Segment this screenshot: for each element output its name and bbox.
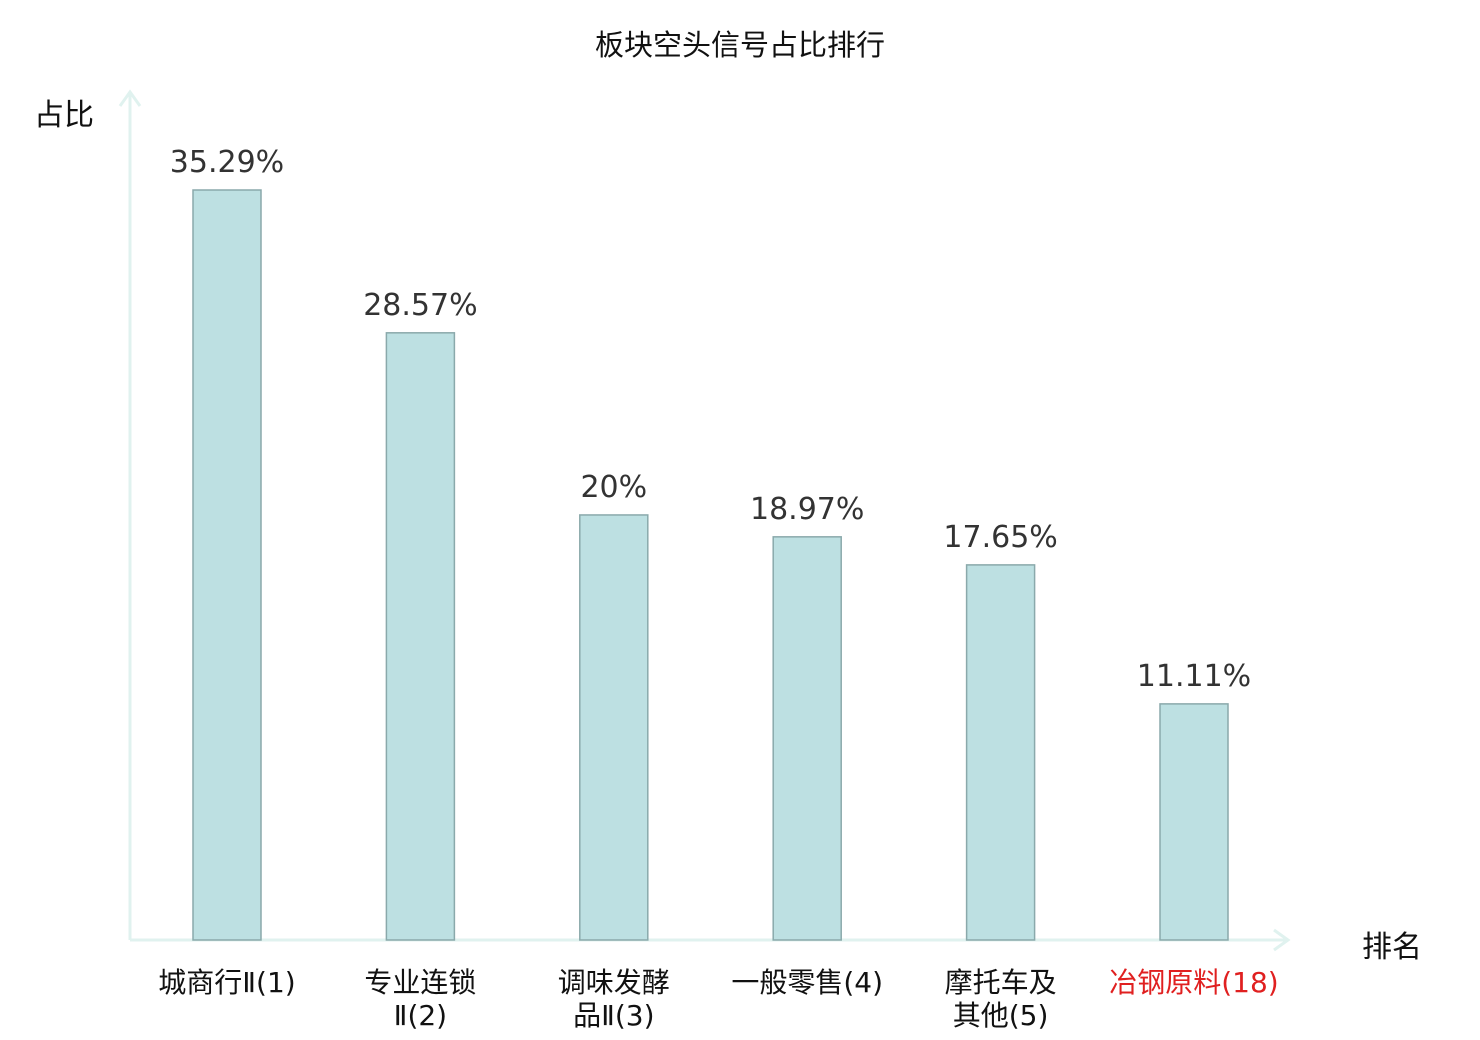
data-label: 20% xyxy=(580,470,647,505)
x-tick-label: 专业连锁 Ⅱ(2) xyxy=(315,966,525,1032)
y-axis-label: 占比 xyxy=(34,98,94,133)
x-axis-label: 排名 xyxy=(1362,930,1422,965)
chart-title: 板块空头信号占比排行 xyxy=(594,28,885,62)
data-label: 11.11% xyxy=(1137,659,1251,694)
data-label: 28.57% xyxy=(363,288,477,323)
x-tick-label: 摩托车及 其他(5) xyxy=(896,966,1106,1032)
x-tick-label: 冶钢原料(18) xyxy=(1089,966,1299,999)
bar xyxy=(192,189,262,941)
data-label: 17.65% xyxy=(943,520,1057,555)
bar xyxy=(772,536,842,941)
x-tick-label-line: 品Ⅱ(3) xyxy=(573,999,655,1032)
bar xyxy=(965,564,1036,941)
y-axis-arrow-icon xyxy=(118,89,142,107)
x-tick-label-line: 其他(5) xyxy=(952,999,1049,1032)
x-tick-label-line: 摩托车及 xyxy=(944,966,1057,999)
x-tick-label-line: 调味发酵 xyxy=(557,966,670,999)
x-tick-label: 城商行Ⅱ(1) xyxy=(122,966,332,999)
bar xyxy=(579,514,649,941)
x-tick-label: 调味发酵 品Ⅱ(3) xyxy=(509,966,719,1032)
bars xyxy=(192,189,1229,941)
x-tick-label-line: 城商行Ⅱ(1) xyxy=(158,966,296,999)
data-label: 35.29% xyxy=(170,145,284,180)
x-tick-label-line: Ⅱ(2) xyxy=(393,999,448,1032)
x-tick-label-line: 冶钢原料(18) xyxy=(1109,966,1279,999)
x-tick-label-line: 一般零售(4) xyxy=(731,966,884,999)
x-axis-arrow-icon xyxy=(1273,928,1291,952)
axes xyxy=(118,89,1291,952)
x-tick-label-line: 专业连锁 xyxy=(364,966,477,999)
bar xyxy=(1159,703,1229,941)
x-tick-label: 一般零售(4) xyxy=(702,966,912,999)
bar xyxy=(385,332,456,941)
value-labels: 35.29% 28.57% 20% 18.97% 17.65% 11.11% xyxy=(170,145,1251,694)
data-label: 18.97% xyxy=(750,492,864,527)
